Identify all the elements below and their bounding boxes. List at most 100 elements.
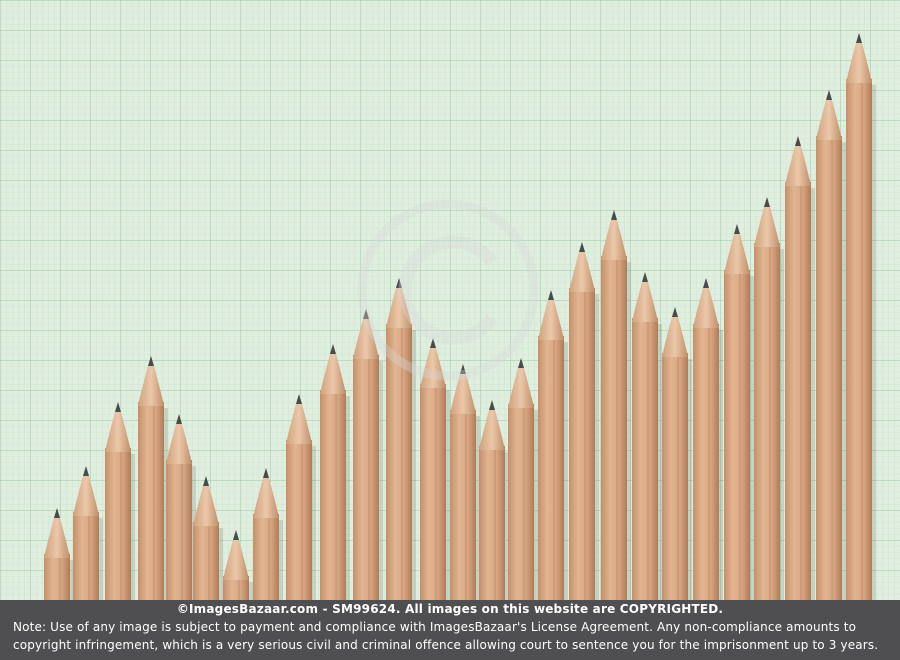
pencil-body	[138, 402, 164, 600]
pencil-body	[816, 136, 842, 600]
pencil-lead	[579, 242, 585, 252]
pencil	[601, 210, 631, 600]
pencil-lead	[263, 468, 269, 478]
pencil-lead	[642, 272, 648, 282]
pencil-lead	[203, 476, 209, 486]
pencil-lead	[363, 309, 369, 319]
pencil-tip	[193, 486, 219, 526]
pencil-tip	[166, 424, 192, 464]
pencil-bars	[44, 33, 876, 600]
pencil-tip	[508, 368, 534, 408]
pencil-tip	[450, 374, 476, 414]
pencil-body	[105, 448, 131, 600]
pencil-lead	[54, 508, 60, 518]
pencil-tip	[632, 282, 658, 322]
pencil-body	[386, 324, 412, 600]
pencil	[420, 338, 450, 600]
license-note-line-1: Note: Use of any image is subject to pay…	[13, 620, 857, 634]
pencil	[693, 278, 723, 600]
pencil	[450, 364, 480, 600]
copyright-footer: ©ImagesBazaar.com - SM99624. All images …	[0, 600, 900, 660]
pencil-lead	[148, 356, 154, 366]
pencil-lead	[703, 278, 709, 288]
pencil-lead	[489, 400, 495, 410]
pencil-lead	[396, 278, 402, 288]
pencil	[286, 394, 316, 600]
license-note-line-2: copyright infringement, which is a very …	[13, 638, 879, 652]
pencil	[816, 90, 846, 600]
pencil	[386, 278, 416, 600]
pencil-body	[569, 288, 595, 600]
pencil-body	[286, 440, 312, 600]
pencil-lead	[548, 290, 554, 300]
pencil-tip	[386, 288, 412, 328]
pencil	[785, 136, 815, 600]
pencil-tip	[138, 366, 164, 406]
pencil-body	[724, 270, 750, 600]
pencil-tip	[73, 476, 99, 516]
pencil	[44, 508, 74, 600]
pencil-lead	[764, 197, 770, 207]
pencil-lead	[826, 90, 832, 100]
pencil-body	[353, 355, 379, 600]
pencil-body	[538, 336, 564, 600]
pencil	[479, 400, 509, 600]
pencil-lead	[83, 466, 89, 476]
pencil-tip	[105, 412, 131, 452]
pencil-body	[693, 324, 719, 600]
pencil-lead	[233, 530, 239, 540]
pencil-body	[662, 353, 688, 600]
pencil	[754, 197, 784, 600]
pencil-lead	[518, 358, 524, 368]
pencil	[632, 272, 662, 600]
pencil-tip	[816, 100, 842, 140]
pencil-tip	[253, 478, 279, 518]
pencil-tip	[286, 404, 312, 444]
copyright-watermark	[357, 199, 539, 381]
stock-photo	[0, 0, 900, 600]
pencil	[538, 290, 568, 600]
pencil-body	[73, 512, 99, 600]
pencil-lead	[795, 136, 801, 146]
pencil-body	[320, 390, 346, 600]
pencil-tip	[785, 146, 811, 186]
pencil-body	[632, 318, 658, 600]
pencil-tip	[479, 410, 505, 450]
pencil-body	[601, 256, 627, 600]
pencil	[569, 242, 599, 600]
pencil-lead	[672, 307, 678, 317]
pencil-lead	[734, 224, 740, 234]
pencil-tip	[353, 319, 379, 359]
pencil-tip	[569, 252, 595, 292]
pencil-tip	[223, 540, 249, 580]
pencil	[724, 224, 754, 600]
pencil-body	[846, 79, 872, 600]
pencil-body	[193, 522, 219, 600]
pencil-tip	[601, 220, 627, 260]
pencil-lead	[611, 210, 617, 220]
pencil-lead	[115, 402, 121, 412]
pencil-tip	[754, 207, 780, 247]
pencil-tip	[420, 348, 446, 388]
pencil-lead	[296, 394, 302, 404]
pencil-body	[166, 460, 192, 600]
pencil	[662, 307, 692, 600]
pencil	[253, 468, 283, 600]
pencil-body	[450, 410, 476, 600]
pencil	[223, 530, 253, 600]
pencil-lead	[856, 33, 862, 43]
pencil	[105, 402, 135, 600]
pencil-tip	[44, 518, 70, 558]
pencil	[353, 309, 383, 600]
pencil-body	[479, 446, 505, 600]
pencil-body	[253, 514, 279, 600]
pencil-body	[508, 404, 534, 600]
pencil	[508, 358, 538, 600]
pencil-tip	[320, 354, 346, 394]
pencil-tip	[662, 317, 688, 357]
pencil	[73, 466, 103, 600]
pencil	[138, 356, 168, 600]
pencil	[846, 33, 876, 600]
pencil-body	[44, 554, 70, 600]
pencil-lead	[330, 344, 336, 354]
